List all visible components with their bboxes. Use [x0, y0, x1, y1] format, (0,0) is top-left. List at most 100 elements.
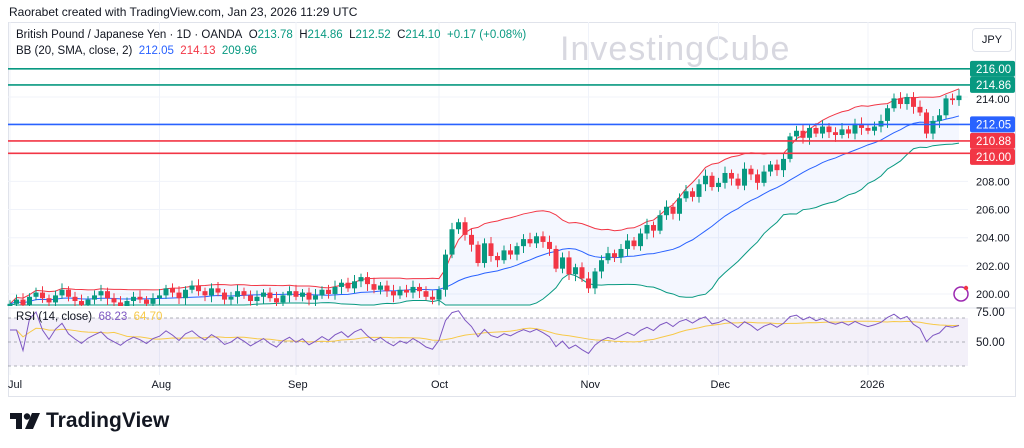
candle-body	[40, 292, 45, 299]
candle-body	[872, 126, 877, 131]
candle-body	[735, 178, 741, 186]
y-tick-label: 202.00	[976, 261, 1010, 273]
candle-body	[748, 168, 754, 175]
candle-body	[469, 234, 474, 245]
candle-body	[20, 299, 26, 306]
candle-body	[729, 172, 734, 179]
currency-button[interactable]: JPY	[972, 28, 1012, 52]
candle-body	[690, 191, 695, 197]
candle-body	[774, 164, 780, 171]
rsi-value: 68.23	[98, 311, 128, 323]
candle-body	[573, 267, 578, 275]
price-label-bg	[970, 60, 1015, 77]
candle-body	[332, 286, 338, 294]
symbol-name: British Pound / Japanese Yen · 1D · OAND…	[16, 29, 243, 41]
candle-body	[144, 299, 149, 304]
x-tick-label: Nov	[581, 379, 601, 391]
candle-body	[846, 129, 851, 134]
candle-body	[638, 233, 643, 247]
candle-body	[397, 289, 403, 296]
candle-body	[807, 127, 812, 138]
candle-body	[813, 127, 819, 134]
candle-body	[384, 285, 390, 292]
bb-legend[interactable]: BB (20, SMA, close, 2) 212.05 214.13 209…	[16, 45, 257, 57]
candle-body	[105, 291, 110, 299]
candle-body	[7, 303, 13, 306]
candle-body	[410, 286, 416, 293]
candle-body	[586, 278, 591, 289]
candle-body	[300, 292, 305, 297]
candle-body	[592, 271, 598, 289]
candle-body	[417, 286, 422, 292]
candle-body	[111, 298, 117, 303]
candle-body	[839, 129, 845, 135]
price-label: 210.00	[976, 152, 1011, 164]
candle-body	[27, 296, 32, 306]
candle-body	[352, 281, 357, 289]
tradingview-logo[interactable]: TradingView	[10, 409, 169, 433]
candle-body	[66, 289, 71, 297]
price-label-bg	[970, 148, 1015, 165]
candle-body	[501, 250, 507, 261]
candle-body	[677, 198, 682, 214]
candle-body	[540, 236, 546, 242]
close-value: 214.10	[405, 29, 441, 41]
rsi-legend[interactable]: RSI (14, close) 68.23 64.70	[16, 311, 162, 323]
candle-body	[865, 127, 871, 131]
candle-body	[683, 191, 689, 199]
candle-body	[209, 288, 214, 296]
x-tick-label: Jul	[8, 379, 22, 391]
candle-body	[826, 126, 832, 133]
candle-body	[202, 291, 208, 296]
candle-body	[423, 291, 429, 297]
candle-body	[885, 108, 890, 121]
candle-body	[579, 267, 585, 279]
candle-body	[605, 253, 611, 261]
candle-body	[781, 158, 786, 171]
candle-body	[326, 289, 331, 294]
tradingview-logo-icon	[10, 413, 40, 429]
y-tick-label: 208.00	[976, 176, 1010, 188]
candle-body	[898, 98, 903, 105]
candle-body	[293, 291, 299, 297]
candle-body	[917, 106, 923, 113]
candle-body	[85, 299, 91, 306]
candle-body	[664, 206, 669, 216]
candle-body	[378, 285, 383, 290]
candle-body	[345, 282, 351, 289]
candle-body	[560, 257, 565, 269]
candle-body	[118, 302, 123, 306]
x-tick-label: 2026	[860, 379, 884, 391]
bb-lower-line	[9, 142, 960, 306]
rsi-label: RSI (14, close)	[16, 311, 93, 323]
candle-body	[170, 288, 175, 293]
candle-body	[547, 241, 552, 249]
candle-body	[657, 215, 663, 231]
candle-body	[911, 97, 916, 107]
alert-dot-icon	[963, 285, 969, 291]
candle-body	[79, 301, 84, 306]
candle-body	[163, 288, 169, 296]
rsi-tick-label: 75.00	[976, 307, 1005, 319]
candle-body	[313, 295, 318, 300]
y-tick-label: 214.00	[976, 94, 1010, 106]
candle-body	[92, 295, 97, 300]
candle-body	[98, 291, 104, 296]
price-label: 216.00	[976, 64, 1011, 76]
high-value: 214.86	[307, 29, 343, 41]
bb-upper-value: 214.13	[180, 45, 216, 57]
candle-body	[755, 174, 760, 183]
candle-body	[462, 222, 468, 235]
candle-body	[306, 292, 312, 300]
candle-body	[495, 255, 500, 261]
candle-body	[430, 296, 435, 300]
candle-body	[14, 299, 19, 304]
rsi-ma-line	[10, 320, 960, 343]
candle-body	[742, 168, 747, 186]
candle-body	[137, 296, 143, 300]
bb-fill	[10, 88, 959, 306]
candle-body	[612, 253, 617, 258]
candle-body	[235, 291, 240, 297]
candle-body	[930, 120, 936, 134]
